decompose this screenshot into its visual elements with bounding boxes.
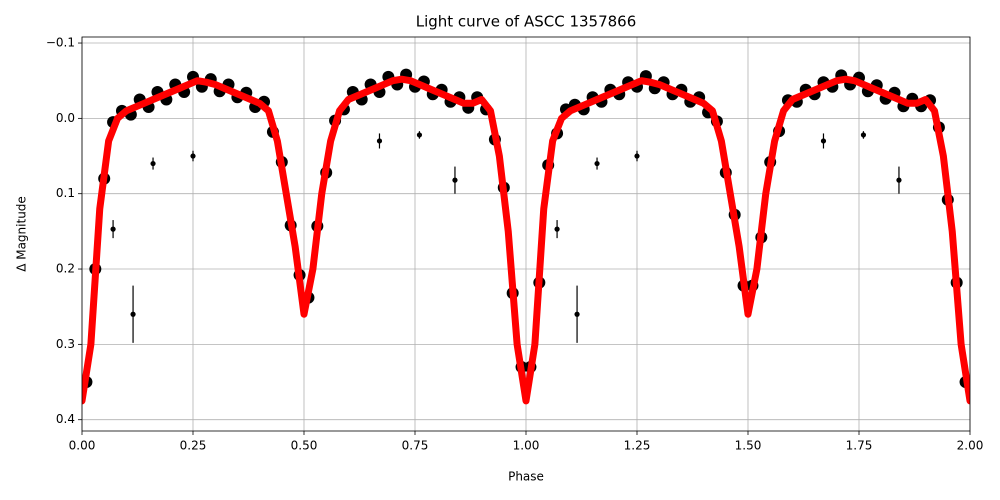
chart-title: Light curve of ASCC 1357866 (416, 13, 637, 31)
model-line (82, 75, 970, 405)
x-axis-label: Phase (508, 470, 544, 484)
y-tick-label: 0.2 (56, 262, 75, 276)
outlier-point (594, 160, 600, 167)
outlier-point (452, 177, 458, 183)
x-tick-label: 0.75 (402, 439, 429, 453)
x-tick-label: 1.25 (624, 439, 651, 453)
x-tick-label: 0.00 (69, 439, 96, 453)
x-tick-label: 2.00 (957, 439, 984, 453)
outlier-point (554, 226, 560, 232)
plot-area (82, 68, 970, 405)
y-tick-label: 0.1 (56, 186, 75, 200)
y-axis-label: Δ Magnitude (15, 196, 29, 272)
x-tick-label: 1.50 (735, 439, 762, 453)
plot-frame (81, 36, 971, 432)
outlier-point (574, 311, 580, 317)
outlier-point (820, 138, 827, 144)
x-tick-label: 0.25 (180, 439, 207, 453)
y-tick-label: 0.0 (56, 111, 75, 125)
outlier-point (190, 153, 196, 159)
outlier-point (896, 177, 902, 183)
outlier-point (634, 153, 640, 159)
y-tick-label: 0.3 (56, 337, 75, 351)
outlier-point (150, 160, 156, 167)
outlier-point (130, 311, 136, 317)
x-tick-label: 1.00 (513, 439, 540, 453)
outlier-point (860, 132, 867, 138)
outlier-point (416, 132, 423, 138)
outlier-point (110, 226, 116, 232)
outlier-point (376, 138, 383, 144)
x-tick-label: 1.75 (846, 439, 873, 453)
y-tick-label: 0.4 (56, 412, 75, 426)
y-tick-label: −0.1 (46, 36, 75, 50)
x-tick-label: 0.50 (291, 439, 318, 453)
